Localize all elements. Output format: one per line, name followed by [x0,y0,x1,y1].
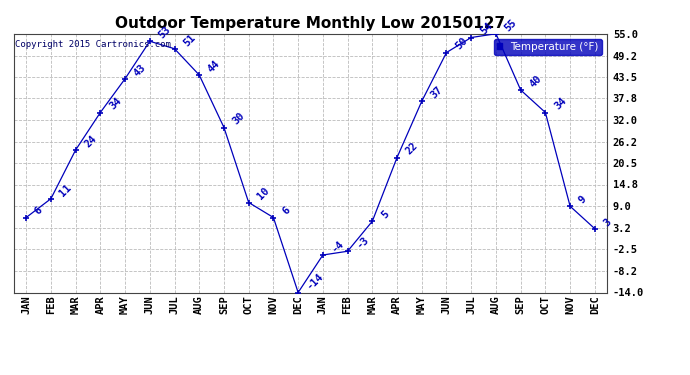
Text: 5: 5 [380,209,391,220]
Text: 53: 53 [157,24,172,40]
Text: 43: 43 [132,62,148,78]
Text: 37: 37 [428,84,444,100]
Text: 11: 11 [58,182,74,198]
Text: 24: 24 [83,133,99,149]
Text: -4: -4 [330,238,346,254]
Text: Copyright 2015 Cartronics.com: Copyright 2015 Cartronics.com [15,40,171,49]
Text: 30: 30 [231,111,247,127]
Text: 9: 9 [577,194,589,206]
Text: 6: 6 [280,205,292,217]
Text: 40: 40 [528,73,544,89]
Title: Outdoor Temperature Monthly Low 20150127: Outdoor Temperature Monthly Low 20150127 [115,16,506,31]
Text: 50: 50 [453,36,469,52]
Text: 6: 6 [33,205,45,217]
Text: 51: 51 [181,32,197,48]
Text: 22: 22 [404,141,420,157]
Text: 55: 55 [503,17,519,33]
Text: -3: -3 [355,234,371,250]
Text: 34: 34 [552,96,569,112]
Text: 34: 34 [107,96,124,112]
Legend: Temperature (°F): Temperature (°F) [494,39,602,55]
Text: 3: 3 [602,216,613,228]
Text: 54: 54 [478,21,494,37]
Text: -14: -14 [305,272,326,292]
Text: 10: 10 [255,186,272,202]
Text: 44: 44 [206,58,222,74]
